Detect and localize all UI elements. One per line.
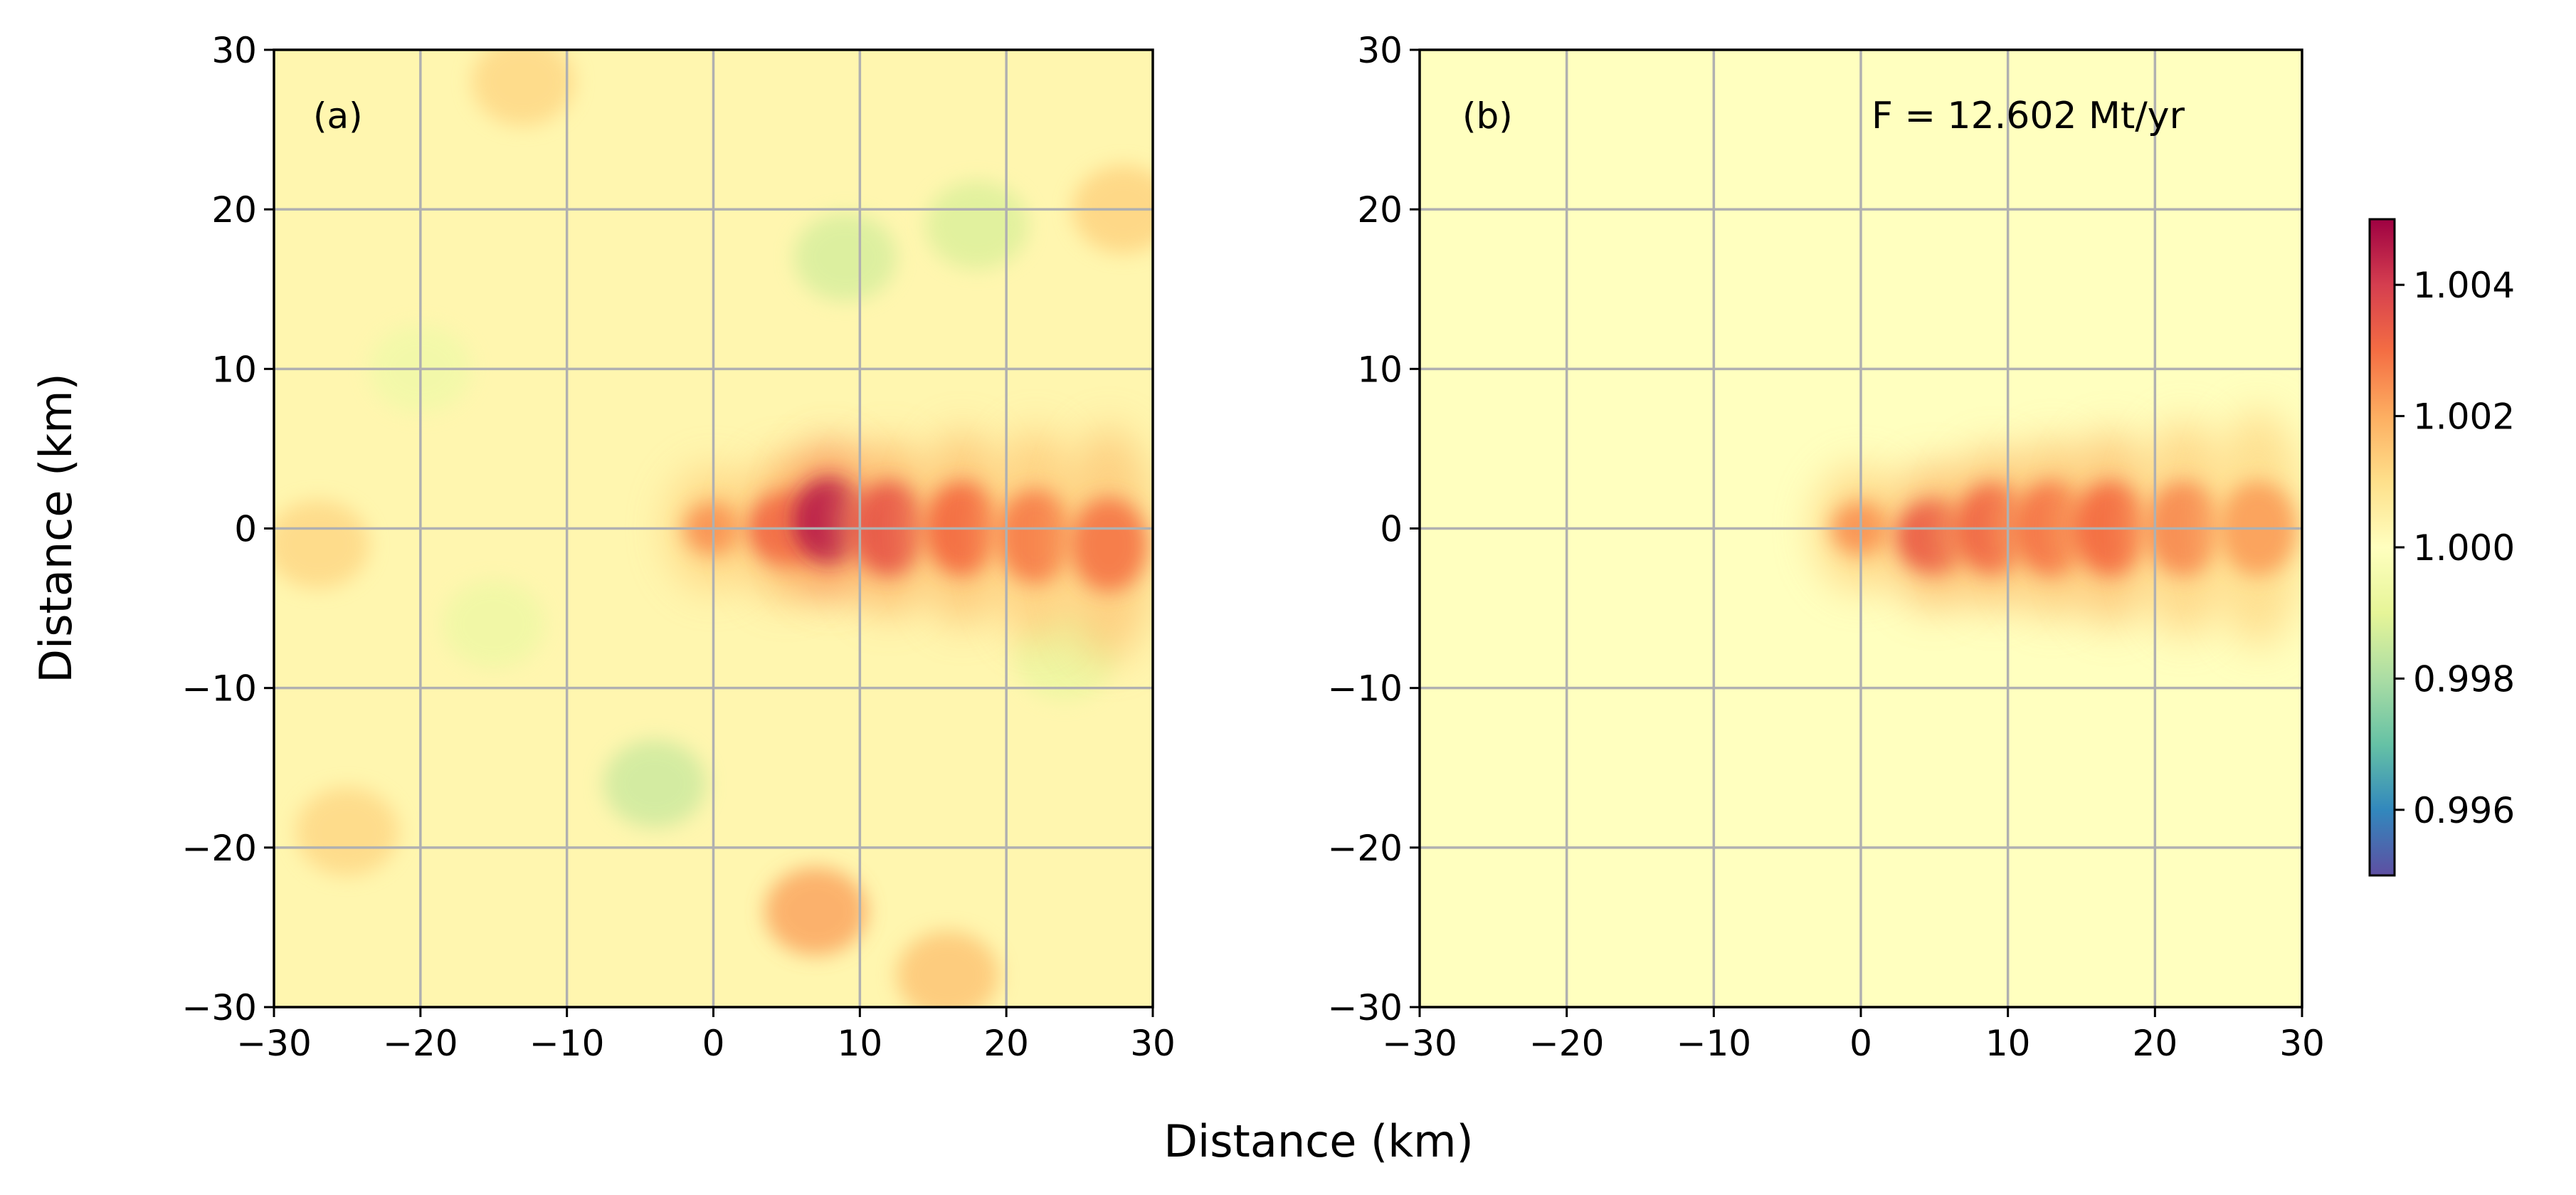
colorbar-tick-label: 1.004 — [2413, 265, 2515, 306]
y-tick-label: 10 — [211, 349, 257, 390]
panel-a-ticks: −30 −20 −10 0 10 20 30 −30 −20 −10 0 10 20 30 — [181, 30, 1175, 1064]
panel-a: −30 −20 −10 0 10 20 30 −30 −20 −10 0 10 20 30 (a) — [181, 30, 1175, 1064]
y-tick-label: 0 — [234, 509, 257, 550]
noise-patch — [793, 213, 897, 302]
x-tick-label: −30 — [1382, 1023, 1457, 1064]
x-tick-label: 20 — [983, 1023, 1029, 1064]
x-tick-label: 0 — [1849, 1023, 1872, 1064]
x-tick-label: −20 — [383, 1023, 458, 1064]
colorbar-ticks: 0.996 0.998 1.000 1.002 1.004 — [2395, 265, 2515, 831]
x-tick-label: −30 — [236, 1023, 312, 1064]
y-tick-label: 20 — [1357, 189, 1403, 231]
x-tick-label: 0 — [702, 1023, 725, 1064]
noise-patch — [896, 931, 999, 1007]
noise-patch — [471, 50, 574, 126]
plume-point — [997, 489, 1074, 584]
x-tick-label: −20 — [1529, 1023, 1605, 1064]
x-tick-label: −10 — [529, 1023, 605, 1064]
x-tick-label: −10 — [1677, 1023, 1752, 1064]
colorbar-tick-label: 0.998 — [2413, 658, 2515, 700]
y-tick-label: −30 — [1327, 987, 1403, 1028]
noise-patch — [442, 580, 545, 668]
panel-b-annotation: F = 12.602 Mt/yr — [1872, 95, 2185, 137]
panel-a-grid — [274, 50, 1153, 1007]
y-tick-label: 20 — [211, 189, 257, 231]
colorbar-tick-label: 1.000 — [2413, 527, 2515, 569]
panel-a-plume — [666, 426, 1153, 663]
x-tick-label: 10 — [1985, 1023, 2031, 1064]
noise-patch — [274, 500, 369, 589]
y-tick-label: −30 — [181, 987, 257, 1028]
colorbar-tick-label: 1.002 — [2413, 396, 2515, 438]
noise-patch — [295, 787, 398, 876]
y-tick-label: −20 — [181, 828, 257, 869]
y-axis-title: Distance (km) — [30, 373, 82, 683]
x-tick-label: 20 — [2133, 1023, 2178, 1064]
x-tick-label: 30 — [1130, 1023, 1176, 1064]
x-axis-title: Distance (km) — [1163, 1115, 1473, 1167]
colorbar: 0.996 0.998 1.000 1.002 1.004 — [2368, 218, 2515, 877]
panel-b: −30 −20 −10 0 10 20 30 −30 −20 −10 0 10 20 30 (b) F =… — [1327, 30, 2324, 1064]
x-tick-label: 30 — [2279, 1023, 2325, 1064]
noise-patch — [925, 181, 1029, 270]
y-tick-label: 0 — [1380, 509, 1403, 550]
colorbar-gradient — [2368, 218, 2396, 877]
panel-b-grid — [1420, 50, 2302, 1007]
plume-point — [1070, 498, 1147, 591]
y-tick-label: 10 — [1357, 349, 1403, 390]
x-tick-label: 10 — [838, 1023, 883, 1064]
noise-patch — [764, 867, 867, 956]
panel-b-label: (b) — [1462, 95, 1513, 137]
panel-b-ticks: −30 −20 −10 0 10 20 30 −30 −20 −10 0 10 20 30 — [1327, 30, 2324, 1064]
panel-a-noise-patches — [274, 50, 1153, 1007]
colorbar-tick-label: 0.996 — [2413, 790, 2515, 831]
y-tick-label: −20 — [1327, 828, 1403, 869]
y-tick-label: 30 — [1357, 30, 1403, 71]
noise-patch — [603, 739, 707, 828]
panel-a-label: (a) — [313, 95, 363, 137]
y-tick-label: −10 — [181, 668, 257, 710]
y-tick-label: −10 — [1327, 668, 1403, 710]
y-tick-label: 30 — [211, 30, 257, 71]
